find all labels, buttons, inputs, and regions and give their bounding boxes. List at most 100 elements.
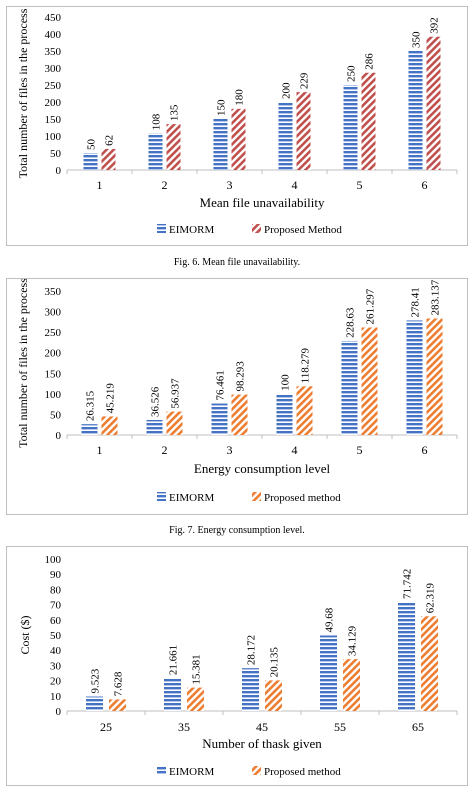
x-tick-label: 6 (422, 178, 428, 192)
y-tick-label: 50 (50, 148, 62, 160)
y-tick-label: 90 (50, 569, 62, 581)
y-tick-label: 450 (45, 12, 62, 24)
data-label: 15.381 (191, 654, 203, 684)
y-tick-label: 10 (50, 691, 62, 703)
legend-swatch (252, 492, 261, 501)
data-label: 98.293 (235, 361, 247, 392)
data-label: 9.523 (90, 668, 102, 693)
bar-eimorm (242, 668, 259, 711)
bar-proposed (426, 36, 441, 170)
y-tick-label: 300 (45, 307, 62, 319)
y-tick-label: 50 (50, 409, 62, 421)
y-tick-label: 20 (50, 676, 62, 688)
bar-proposed (231, 394, 248, 435)
x-tick-label: 35 (178, 720, 190, 734)
x-tick-label: 4 (292, 178, 298, 192)
data-label: 76.461 (215, 370, 227, 400)
x-tick-label: 2 (162, 178, 168, 192)
data-label: 36.526 (150, 386, 162, 417)
data-label: 283.137 (430, 279, 442, 315)
data-label: 228.63 (345, 307, 357, 338)
bar-proposed (101, 148, 116, 170)
x-axis-title: Number of thask given (202, 736, 322, 751)
data-label: 21.661 (168, 645, 180, 675)
data-label: 150 (216, 99, 228, 116)
bar-proposed (166, 411, 183, 435)
data-label: 7.628 (113, 671, 125, 696)
figure-caption-6: Fig. 6. Mean file unavailability. (173, 257, 301, 268)
bar-eimorm (343, 85, 358, 170)
bar-proposed (231, 108, 246, 170)
bar-eimorm (211, 403, 228, 435)
y-tick-label: 80 (50, 584, 62, 596)
bar-eimorm (213, 119, 228, 170)
chart-2: 0 50 100 150 200 250 300 350 1 26.315 45.219 2 36.52… (16, 278, 458, 504)
bar-proposed (343, 659, 360, 711)
bar-eimorm (83, 153, 98, 170)
bar-proposed (426, 318, 443, 435)
data-label: 50 (86, 139, 98, 151)
y-tick-label: 150 (45, 368, 62, 380)
y-tick-label: 400 (45, 29, 62, 41)
bar-proposed (361, 72, 376, 170)
chart-panel-1: 0 50 100 150 200 250 300 350 400 450 1 50 62 2 108 135 3… (6, 6, 468, 246)
bar-eimorm (341, 340, 358, 435)
x-tick-label: 3 (227, 178, 233, 192)
data-label: 392 (429, 17, 441, 34)
y-tick-label: 0 (56, 430, 62, 442)
bar-eimorm (408, 51, 423, 170)
y-tick-label: 200 (45, 348, 62, 360)
data-label: 180 (234, 89, 246, 106)
data-label: 261.297 (365, 288, 377, 324)
x-axis-title: Mean file unavailability (200, 195, 325, 210)
y-tick-label: 100 (45, 554, 62, 566)
legend-swatch (157, 492, 166, 501)
bar-proposed (101, 416, 118, 435)
chart-panel-2: 0 50 100 150 200 250 300 350 1 26.315 45.219 2 36.52… (6, 278, 468, 515)
y-tick-label: 40 (50, 645, 62, 657)
legend-label: EIMORM (169, 766, 214, 778)
data-label: 71.742 (402, 569, 414, 599)
y-tick-label: 0 (56, 165, 62, 177)
y-tick-label: 100 (45, 131, 62, 143)
y-tick-label: 30 (50, 660, 62, 672)
y-axis-title: Cost ($) (18, 615, 32, 654)
legend-swatch (252, 766, 261, 775)
bar-proposed (421, 616, 438, 711)
x-tick-label: 2 (162, 443, 168, 457)
x-tick-label: 3 (227, 443, 233, 457)
bar-proposed (296, 92, 311, 170)
x-tick-label: 1 (97, 178, 103, 192)
legend-swatch (157, 224, 166, 233)
bar-eimorm (148, 133, 163, 170)
bar-eimorm (86, 696, 103, 711)
bar-eimorm (164, 678, 181, 711)
data-label: 26.315 (85, 390, 97, 421)
legend-label: Proposed method (264, 492, 341, 504)
y-tick-label: 200 (45, 97, 62, 109)
y-tick-label: 60 (50, 615, 62, 627)
x-tick-label: 25 (100, 720, 112, 734)
bar-proposed (361, 327, 378, 435)
bar-eimorm (406, 320, 423, 435)
chart-panel-3: 0 10 20 30 40 50 60 70 80 90 100 25 9.523 7.628 35 21.6… (6, 546, 468, 786)
y-tick-label: 70 (50, 600, 62, 612)
x-tick-label: 4 (292, 443, 298, 457)
bar-eimorm (320, 635, 337, 711)
data-label: 286 (364, 53, 376, 70)
y-tick-label: 100 (45, 389, 62, 401)
y-tick-label: 250 (45, 327, 62, 339)
data-label: 250 (346, 65, 358, 82)
bar-eimorm (278, 102, 293, 170)
bar-proposed (265, 680, 282, 711)
bar-eimorm (398, 601, 415, 711)
data-label: 34.129 (347, 625, 359, 656)
bar-eimorm (276, 393, 293, 435)
data-label: 45.219 (105, 383, 117, 414)
bar-proposed (187, 687, 204, 711)
x-tick-label: 6 (422, 443, 428, 457)
x-tick-label: 65 (412, 720, 424, 734)
y-tick-label: 350 (45, 286, 62, 298)
data-label: 20.135 (269, 647, 281, 678)
